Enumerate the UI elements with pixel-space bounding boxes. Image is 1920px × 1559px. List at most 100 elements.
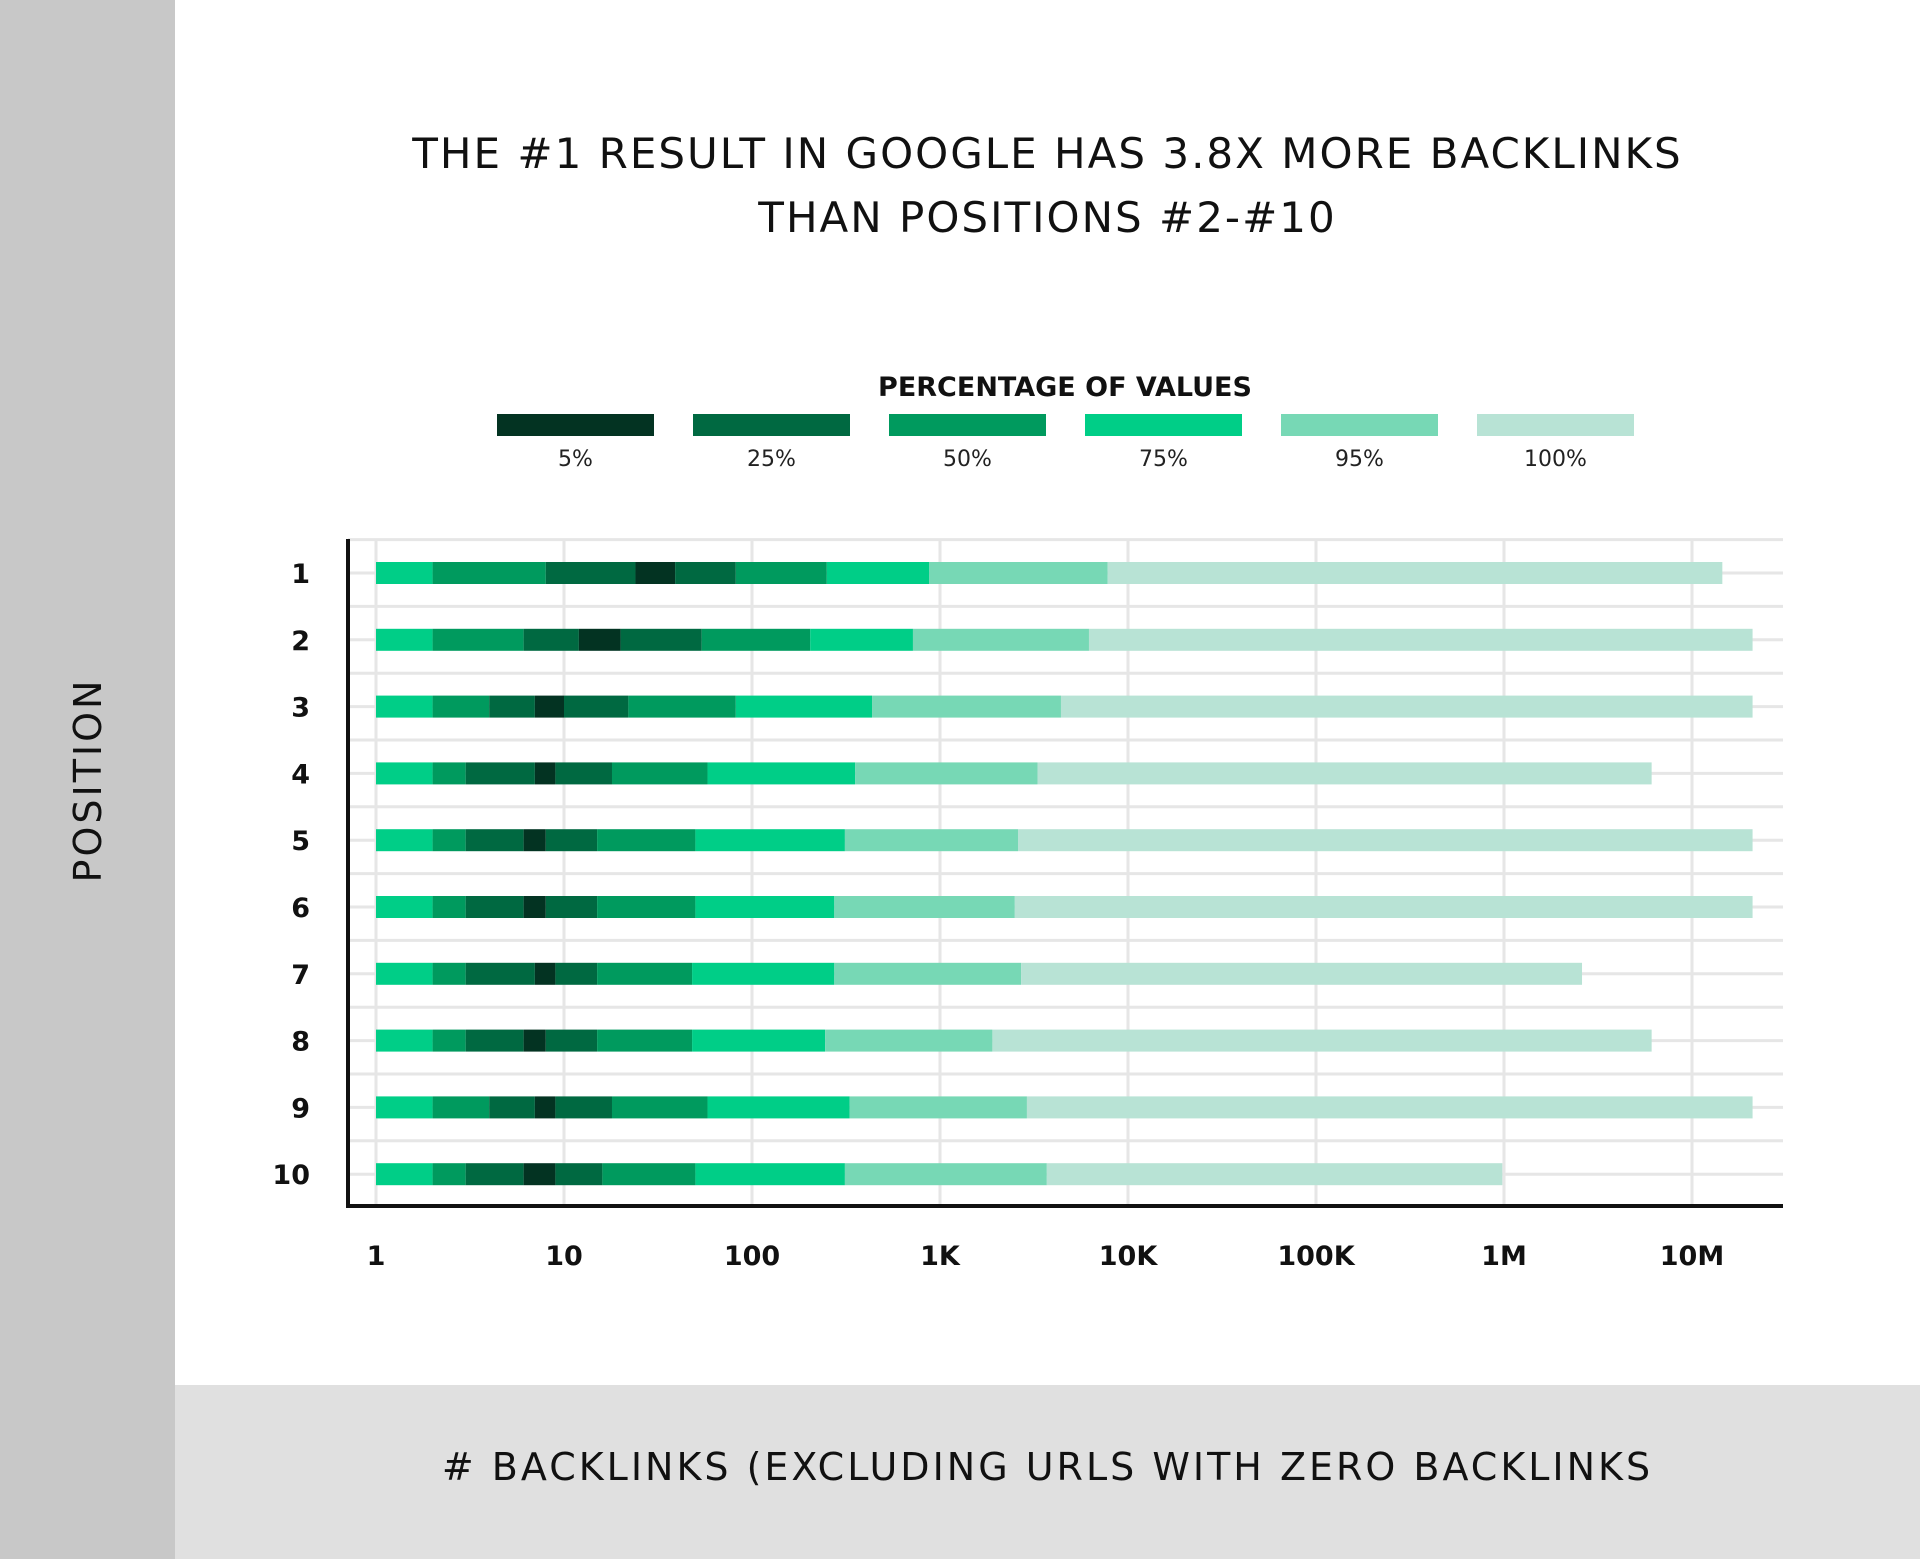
bar-segment-position-3	[489, 695, 535, 718]
bar-segment-position-4	[376, 762, 433, 785]
bar-segment-position-4	[555, 762, 612, 785]
bar-segment-position-10	[1046, 1163, 1503, 1186]
bar-segment-position-7	[834, 962, 1022, 985]
x-axis-title: # BACKLINKS (EXCLUDING URLS WITH ZERO BA…	[441, 1445, 1654, 1489]
bar-segment-position-2	[376, 628, 433, 651]
bar-segment-position-9	[534, 1096, 556, 1119]
x-tick-label: 1	[367, 1241, 386, 1272]
bar-segment-position-10	[523, 1163, 556, 1186]
bar-segment-position-6	[376, 896, 433, 918]
left-band	[0, 0, 175, 1559]
y-tick-label: 6	[291, 893, 310, 924]
bar-segment-position-5	[432, 829, 466, 852]
bar-segment-position-10	[465, 1163, 524, 1186]
bar-segment-position-4	[1037, 762, 1652, 785]
bar-segment-position-6	[523, 896, 546, 918]
bar-segment-position-2	[620, 628, 702, 651]
bar-segment-position-5	[465, 829, 524, 852]
legend-title: PERCENTAGE OF VALUES	[878, 372, 1252, 403]
bar-segment-position-5	[376, 829, 433, 852]
legend-label: 100%	[1524, 447, 1587, 472]
bar-segment-position-2	[432, 628, 524, 651]
bar-segment-position-10	[602, 1163, 696, 1186]
y-tick-label: 3	[291, 693, 310, 724]
bar-segment-position-1	[545, 562, 636, 584]
bar-segment-position-5	[523, 829, 546, 852]
bar-segment-position-3	[376, 695, 433, 718]
bar-segment-position-2	[701, 628, 811, 651]
bar-segment-position-2	[578, 628, 621, 651]
legend-label: 95%	[1335, 447, 1384, 472]
bar-segment-position-3	[534, 695, 564, 718]
bar-segment-position-8	[597, 1029, 693, 1052]
y-tick-label: 5	[291, 826, 310, 857]
y-tick-label: 1	[291, 559, 310, 590]
bar-segment-position-10	[844, 1163, 1047, 1186]
bar-segment-position-3	[432, 695, 490, 718]
x-tick-label: 10	[545, 1241, 583, 1272]
bar-segment-position-8	[692, 1029, 826, 1052]
bar-segment-position-5	[1018, 829, 1753, 852]
bar-segment-position-7	[376, 962, 433, 985]
bar-segment-position-8	[992, 1029, 1652, 1052]
bar-segment-position-2	[523, 628, 579, 651]
bar-segment-position-8	[465, 1029, 524, 1052]
legend-label: 5%	[558, 447, 593, 472]
chart-title-line-1: THE #1 RESULT IN GOOGLE HAS 3.8X MORE BA…	[412, 129, 1683, 178]
bar-segment-position-6	[545, 896, 598, 918]
bar-segment-position-8	[825, 1029, 993, 1052]
bar-segment-position-9	[849, 1096, 1027, 1119]
bar-segment-position-7	[692, 962, 835, 985]
x-tick-label: 100K	[1277, 1241, 1355, 1272]
bar-segment-position-6	[695, 896, 835, 918]
bar-segment-position-5	[695, 829, 845, 852]
bar-segment-position-3	[872, 695, 1061, 718]
legend-swatch-100%	[1477, 414, 1634, 436]
bar-segment-position-10	[695, 1163, 845, 1186]
x-tick-label: 10K	[1099, 1241, 1159, 1272]
legend-swatch-5%	[497, 414, 654, 436]
legend-label: 75%	[1139, 447, 1188, 472]
bottom-band	[175, 1385, 1920, 1559]
bar-segment-position-9	[555, 1096, 612, 1119]
legend-label: 50%	[943, 447, 992, 472]
legend-swatch-50%	[889, 414, 1046, 436]
bar-segment-position-6	[834, 896, 1015, 918]
legend-swatch-25%	[693, 414, 850, 436]
y-tick-label: 2	[291, 626, 310, 657]
bar-segment-position-9	[707, 1096, 850, 1119]
bar-segment-position-4	[534, 762, 556, 785]
bar-segment-position-1	[635, 562, 676, 584]
y-tick-label: 4	[291, 759, 310, 790]
bar-segment-position-1	[826, 562, 930, 584]
bar-segment-position-4	[707, 762, 856, 785]
y-tick-label: 8	[291, 1027, 310, 1058]
bar-segment-position-4	[611, 762, 708, 785]
y-tick-label: 10	[272, 1160, 310, 1191]
bar-segment-position-1	[1107, 562, 1723, 584]
bar-segment-position-9	[432, 1096, 490, 1119]
bar-segment-position-2	[912, 628, 1089, 651]
x-tick-label: 1K	[920, 1241, 961, 1272]
bar-segment-position-6	[432, 896, 466, 918]
bar-segment-position-7	[432, 962, 466, 985]
bar-segment-position-1	[735, 562, 827, 584]
bar-segment-position-3	[628, 695, 736, 718]
chart-title-line-2: THAN POSITIONS #2-#10	[758, 193, 1337, 242]
bar-segment-position-8	[523, 1029, 546, 1052]
bar-segment-position-6	[1014, 896, 1753, 918]
bar-segment-position-6	[465, 896, 524, 918]
bar-segment-position-7	[555, 962, 598, 985]
legend-swatch-95%	[1281, 414, 1438, 436]
bar-segment-position-9	[376, 1096, 433, 1119]
bar-segment-position-10	[555, 1163, 603, 1186]
y-tick-label: 7	[291, 960, 310, 991]
bar-segment-position-1	[675, 562, 736, 584]
bar-segment-position-8	[376, 1029, 433, 1052]
bar-segment-position-2	[1088, 628, 1753, 651]
bar-segment-position-7	[597, 962, 693, 985]
x-tick-label: 10M	[1660, 1241, 1724, 1272]
bar-segment-position-10	[376, 1163, 433, 1186]
bar-segment-position-9	[489, 1096, 535, 1119]
bar-segment-position-4	[432, 762, 466, 785]
